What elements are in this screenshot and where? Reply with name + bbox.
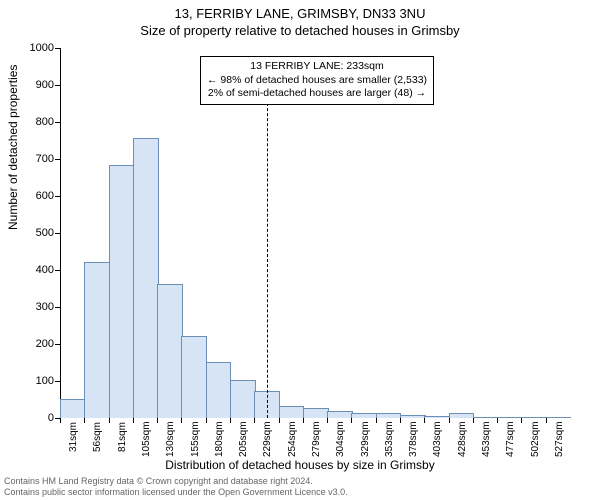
xtick-label: 502sqm [530, 421, 541, 457]
histogram-bar [327, 411, 353, 418]
property-marker-line [267, 98, 268, 418]
xtick-label: 105sqm [141, 421, 152, 457]
xtick-label: 279sqm [311, 421, 322, 457]
chart-area: 0100200300400500600700800900100031sqm56s… [60, 48, 570, 418]
ytick-label: 800 [18, 116, 54, 128]
ytick-label: 100 [18, 375, 54, 387]
ytick-label: 700 [18, 153, 54, 165]
ytick-label: 0 [18, 412, 54, 424]
xtick-label: 477sqm [505, 421, 516, 457]
chart-title-2: Size of property relative to detached ho… [0, 21, 600, 38]
histogram-bar [206, 362, 232, 419]
footer-line-1: Contains HM Land Registry data © Crown c… [4, 476, 348, 487]
xtick-label: 428sqm [457, 421, 468, 457]
footer-attribution: Contains HM Land Registry data © Crown c… [4, 476, 348, 498]
xtick-label: 205sqm [238, 421, 249, 457]
histogram-bar [400, 415, 426, 418]
histogram-bar [230, 380, 256, 418]
histogram-bar [157, 284, 183, 418]
ytick-label: 300 [18, 301, 54, 313]
ytick-label: 600 [18, 190, 54, 202]
footer-line-2: Contains public sector information licen… [4, 487, 348, 498]
xtick-label: 329sqm [360, 421, 371, 457]
histogram-bar [424, 416, 450, 418]
histogram-bar [521, 417, 547, 418]
histogram-bar [546, 417, 572, 418]
histogram-bar [449, 413, 475, 418]
histogram-bar [351, 413, 377, 418]
ytick-label: 200 [18, 338, 54, 350]
histogram-bar [497, 417, 523, 418]
xtick-label: 229sqm [262, 421, 273, 457]
xtick-label: 304sqm [335, 421, 346, 457]
histogram-bar [84, 262, 110, 418]
ytick-label: 500 [18, 227, 54, 239]
histogram-bar [60, 399, 86, 419]
histogram-bar [279, 406, 305, 418]
xtick-label: 130sqm [165, 421, 176, 457]
xtick-label: 527sqm [554, 421, 565, 457]
ytick-label: 400 [18, 264, 54, 276]
x-axis-label: Distribution of detached houses by size … [0, 458, 600, 472]
xtick-label: 81sqm [117, 421, 128, 451]
xtick-label: 155sqm [190, 421, 201, 457]
histogram-bar [376, 413, 402, 418]
xtick-label: 353sqm [384, 421, 395, 457]
xtick-label: 180sqm [214, 421, 225, 457]
histogram-bar [303, 408, 329, 418]
annotation-line-3: 2% of semi-detached houses are larger (4… [207, 87, 427, 101]
histogram-bar [473, 417, 499, 418]
histogram-bar [109, 165, 135, 418]
xtick-label: 254sqm [287, 421, 298, 457]
xtick-label: 403sqm [432, 421, 443, 457]
annotation-box: 13 FERRIBY LANE: 233sqm ← 98% of detache… [200, 56, 434, 105]
histogram-bar [133, 138, 159, 418]
xtick-label: 31sqm [68, 421, 79, 451]
chart-title-1: 13, FERRIBY LANE, GRIMSBY, DN33 3NU [0, 0, 600, 21]
ytick-label: 900 [18, 79, 54, 91]
annotation-line-1: 13 FERRIBY LANE: 233sqm [207, 60, 427, 74]
ytick-label: 1000 [18, 42, 54, 54]
xtick-label: 453sqm [481, 421, 492, 457]
annotation-line-2: ← 98% of detached houses are smaller (2,… [207, 74, 427, 88]
xtick-label: 378sqm [408, 421, 419, 457]
xtick-label: 56sqm [92, 421, 103, 451]
histogram-bar [181, 336, 207, 418]
